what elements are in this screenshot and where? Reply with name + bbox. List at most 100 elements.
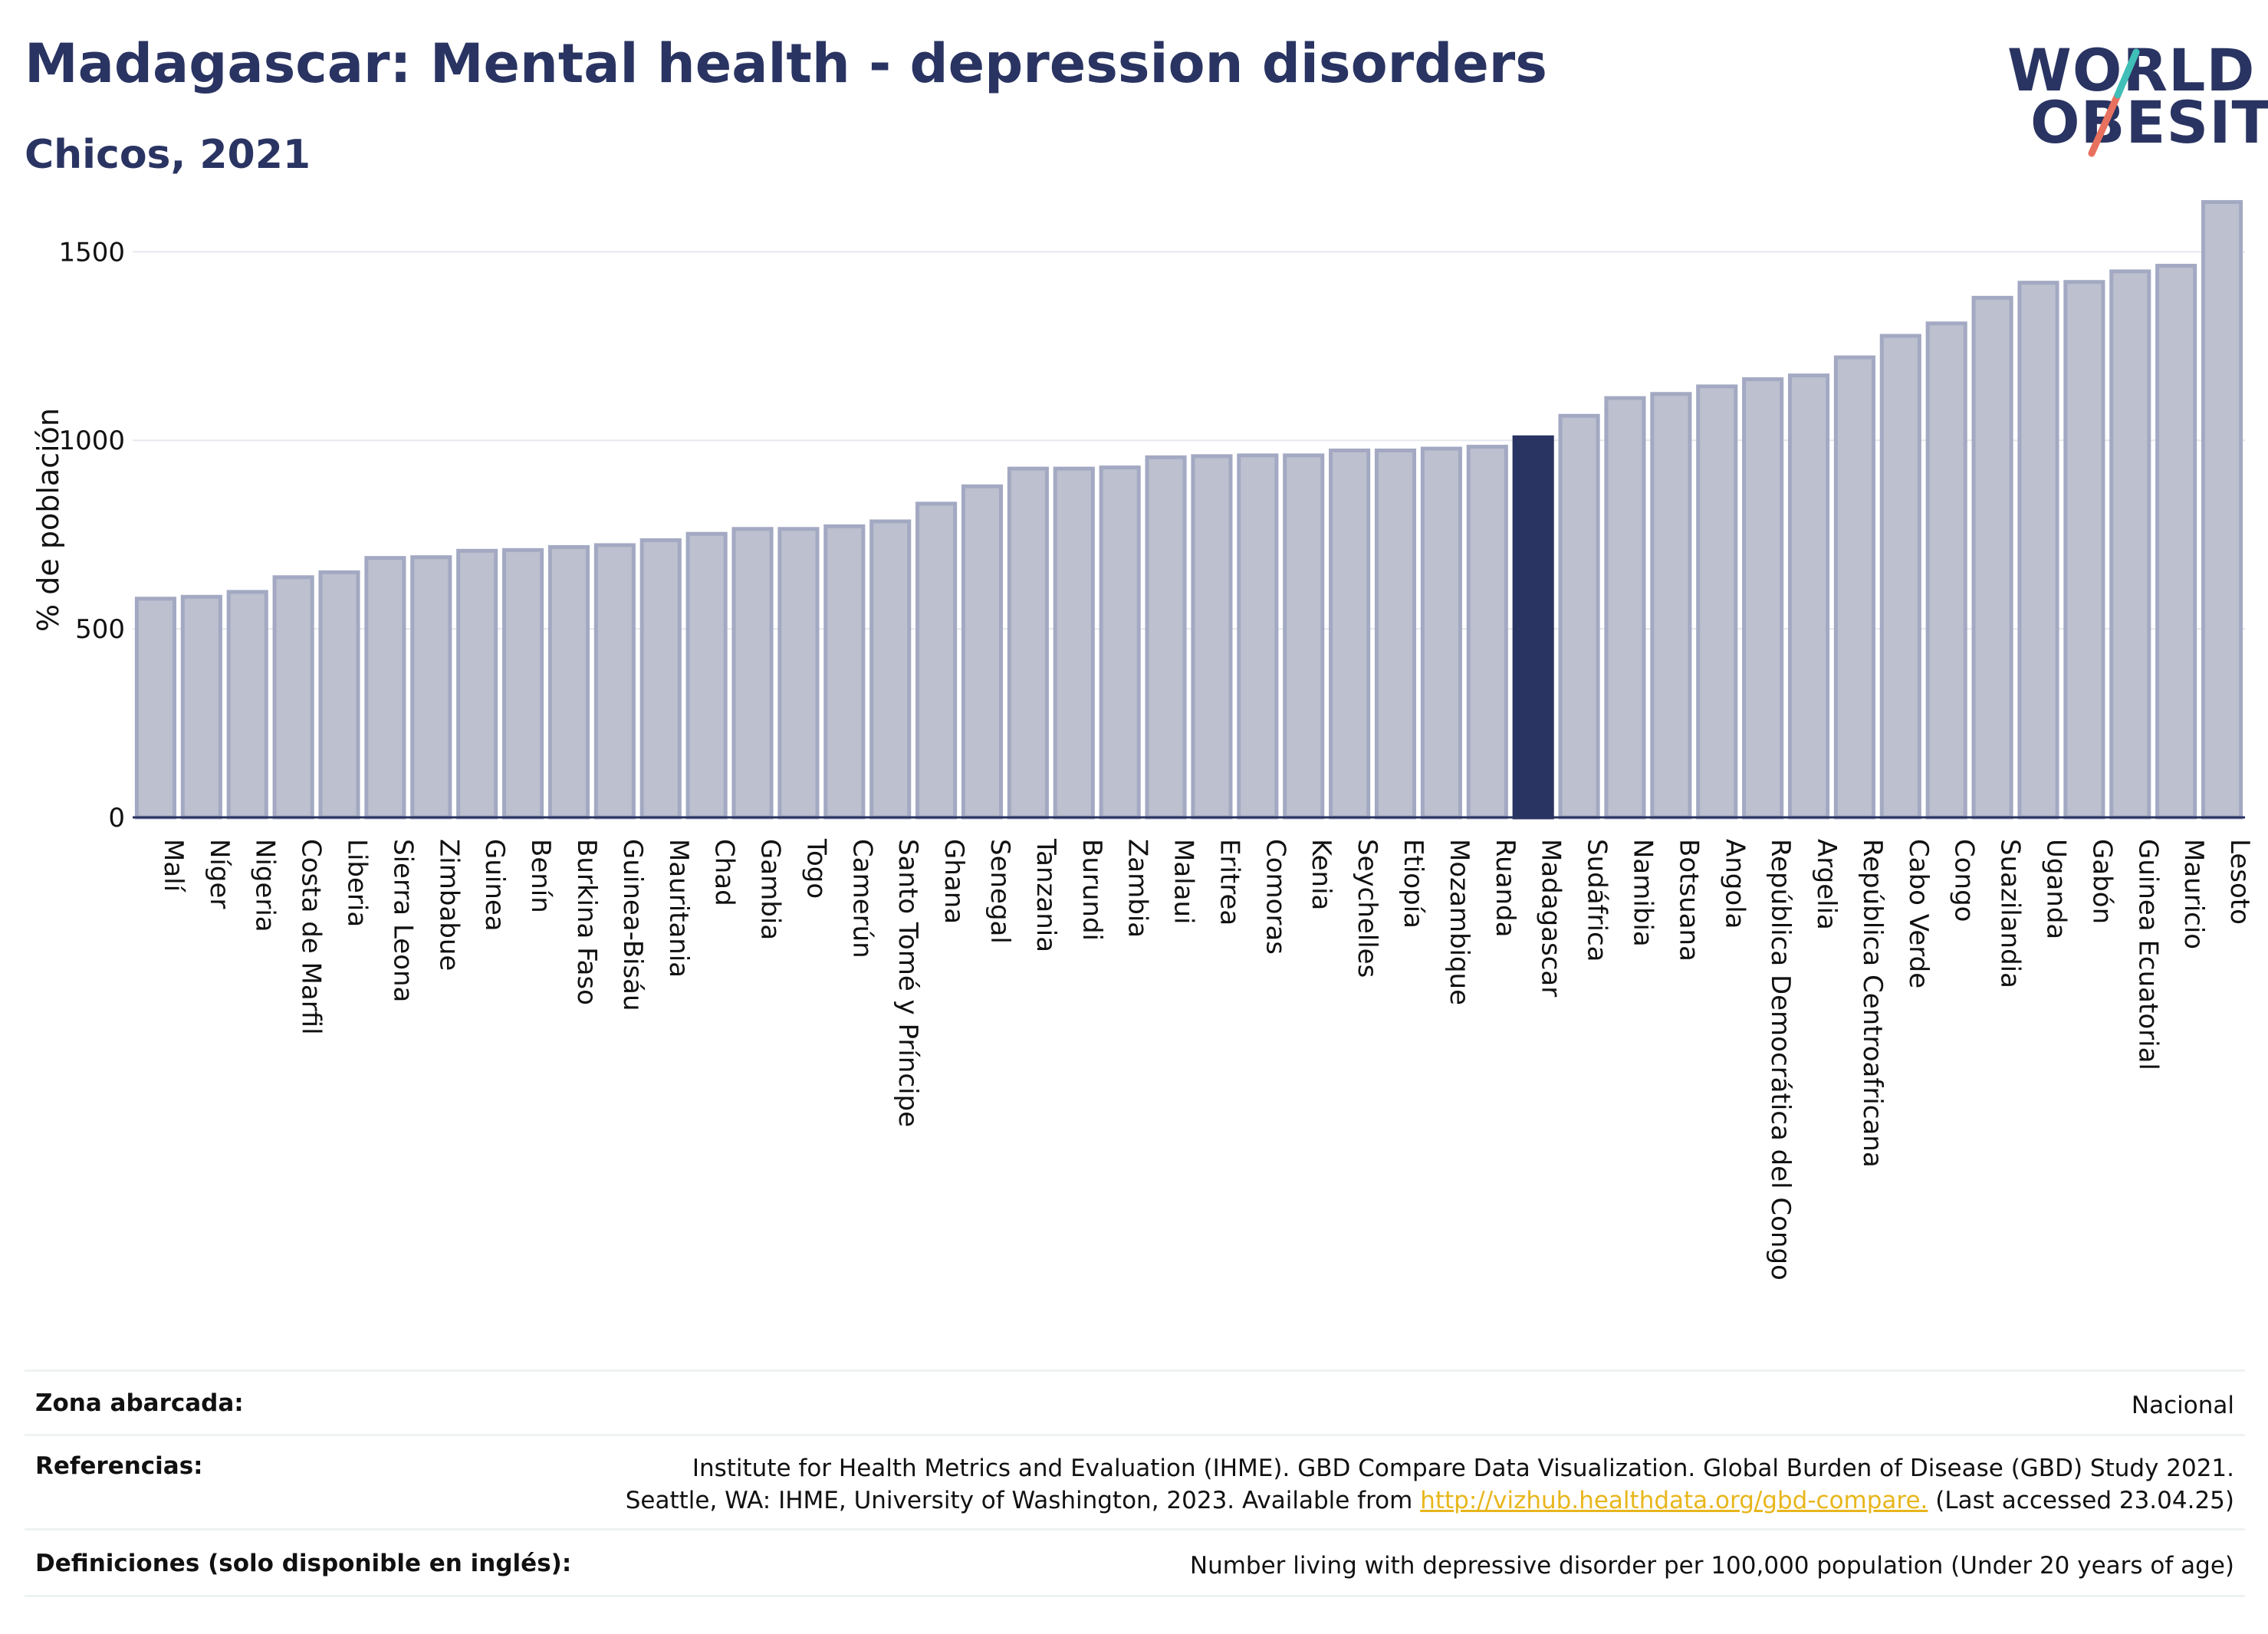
x-tick-label: Etiopía bbox=[1398, 839, 1428, 929]
x-tick-label: Suazilandia bbox=[1995, 839, 2026, 988]
bar bbox=[1742, 377, 1784, 820]
x-tick-label: República Democrática del Congo bbox=[1765, 839, 1796, 1281]
references-line2: Seattle, WA: IHME, University of Washing… bbox=[626, 1484, 2234, 1517]
bar bbox=[318, 570, 360, 820]
x-tick-label: Togo bbox=[800, 838, 831, 899]
y-axis-label: % de población bbox=[31, 408, 65, 632]
x-tick-label: Guinea-Bisáu bbox=[617, 839, 648, 1011]
x-tick-label: Chad bbox=[709, 839, 740, 906]
x-tick-label: Zambia bbox=[1122, 839, 1153, 938]
x-tick-label: Sudáfrica bbox=[1582, 839, 1612, 962]
logo-word-obesity: OBESITY bbox=[2030, 88, 2268, 156]
x-tick-label: Benín bbox=[525, 839, 556, 913]
references-line1: Institute for Health Metrics and Evaluat… bbox=[692, 1455, 2234, 1482]
bar bbox=[823, 524, 866, 820]
x-tick-label: Guinea bbox=[479, 839, 510, 932]
bar bbox=[1787, 373, 1830, 820]
bar bbox=[777, 527, 820, 820]
chart-title: Madagascar: Mental health - depression d… bbox=[25, 32, 1547, 95]
x-tick-label: Liberia bbox=[342, 839, 373, 927]
x-tick-label: Níger bbox=[204, 839, 235, 909]
x-tick-label: Kenia bbox=[1306, 839, 1336, 910]
bar bbox=[456, 548, 498, 820]
x-tick-label: Senegal bbox=[984, 839, 1015, 944]
x-tick-label: Seychelles bbox=[1352, 839, 1382, 978]
bar bbox=[1971, 295, 2013, 820]
bar bbox=[1879, 334, 1921, 820]
info-divider bbox=[25, 1595, 2245, 1597]
bar bbox=[2155, 264, 2197, 820]
x-tick-label: Burundi bbox=[1076, 839, 1107, 941]
bar bbox=[1558, 413, 1600, 820]
x-tick-label: Lesoto bbox=[2224, 839, 2255, 925]
bar bbox=[502, 547, 544, 820]
bar bbox=[226, 590, 268, 820]
x-tick-label: Congo bbox=[1949, 839, 1980, 922]
y-tick-label: 1500 bbox=[58, 237, 125, 268]
x-tick-label: Mauricio bbox=[2178, 839, 2209, 949]
x-tick-label: Santo Tomé y Príncipe bbox=[892, 839, 923, 1127]
x-tick-label: Tanzania bbox=[1030, 838, 1061, 952]
references-line2-pre: Seattle, WA: IHME, University of Washing… bbox=[625, 1487, 1421, 1514]
bar bbox=[961, 484, 1004, 820]
bar bbox=[410, 555, 452, 820]
x-tick-label: Malí bbox=[158, 839, 189, 893]
info-divider bbox=[25, 1434, 2245, 1436]
coverage-label: Zona abarcada: bbox=[35, 1389, 244, 1417]
x-tick-label: Namibia bbox=[1627, 839, 1658, 947]
references-link[interactable]: http://vizhub.healthdata.org/gbd-compare… bbox=[1420, 1487, 1928, 1514]
x-tick-label: Burkina Faso bbox=[571, 839, 602, 1005]
bar bbox=[547, 544, 590, 820]
x-tick-label: Gabón bbox=[2086, 839, 2117, 924]
references-line2-post: (Last accessed 23.04.25) bbox=[1928, 1487, 2234, 1514]
info-divider bbox=[25, 1369, 2245, 1372]
world-obesity-logo: WORLD OBESITY bbox=[2001, 25, 2268, 163]
bar bbox=[180, 594, 222, 820]
y-tick-label: 500 bbox=[75, 614, 125, 645]
chart-subtitle: Chicos, 2021 bbox=[25, 132, 311, 178]
bar bbox=[1283, 453, 1325, 820]
bar bbox=[869, 519, 912, 820]
bar bbox=[1650, 392, 1692, 820]
bar bbox=[1007, 466, 1049, 820]
x-tick-label: Angola bbox=[1719, 839, 1750, 929]
x-tick-label: Sierra Leona bbox=[387, 839, 418, 1002]
bar bbox=[1053, 466, 1095, 820]
x-tick-label: Cabo Verde bbox=[1903, 839, 1934, 988]
x-tick-label: Zimbabue bbox=[433, 839, 464, 971]
bar bbox=[1466, 445, 1508, 820]
bar bbox=[1099, 465, 1141, 820]
x-tick-label: República Centroafricana bbox=[1857, 839, 1888, 1168]
info-divider bbox=[25, 1528, 2245, 1530]
bar bbox=[1191, 454, 1233, 820]
x-tick-label: Botsuana bbox=[1673, 839, 1704, 962]
x-tick-label: Ghana bbox=[938, 839, 969, 924]
logo-slash-icon bbox=[2088, 48, 2140, 157]
bar bbox=[2201, 199, 2243, 820]
x-tick-label: Costa de Marfil bbox=[296, 839, 327, 1035]
definitions-value: Number living with depressive disorder p… bbox=[1189, 1552, 2234, 1580]
bar bbox=[364, 556, 406, 820]
bar-chart: 0 500 1000 1500 % de población Malí Níger Niger… bbox=[31, 199, 2255, 1281]
x-tick-label: Ruanda bbox=[1490, 839, 1520, 937]
x-tick-label: Mauritania bbox=[663, 839, 694, 978]
bar bbox=[2109, 269, 2151, 820]
x-tick-label: Comoras bbox=[1260, 839, 1290, 955]
definitions-label: Definiciones (solo disponible en inglés)… bbox=[35, 1550, 572, 1577]
bar bbox=[1925, 321, 1967, 820]
bar bbox=[915, 501, 958, 820]
bar bbox=[272, 575, 314, 820]
bar bbox=[685, 531, 728, 820]
coverage-value: Nacional bbox=[2131, 1392, 2234, 1419]
bar bbox=[1696, 384, 1738, 820]
bar bbox=[1604, 396, 1646, 820]
x-tick-label: Argelia bbox=[1811, 839, 1842, 930]
bar bbox=[1145, 455, 1187, 820]
bar bbox=[1237, 453, 1279, 820]
x-tick-label: Guinea Ecuatorial bbox=[2132, 839, 2163, 1070]
x-tick-label: Gambia bbox=[755, 839, 786, 940]
bar bbox=[731, 527, 774, 820]
bar bbox=[2063, 280, 2105, 820]
bar bbox=[1512, 435, 1554, 820]
bar bbox=[2017, 281, 2059, 820]
